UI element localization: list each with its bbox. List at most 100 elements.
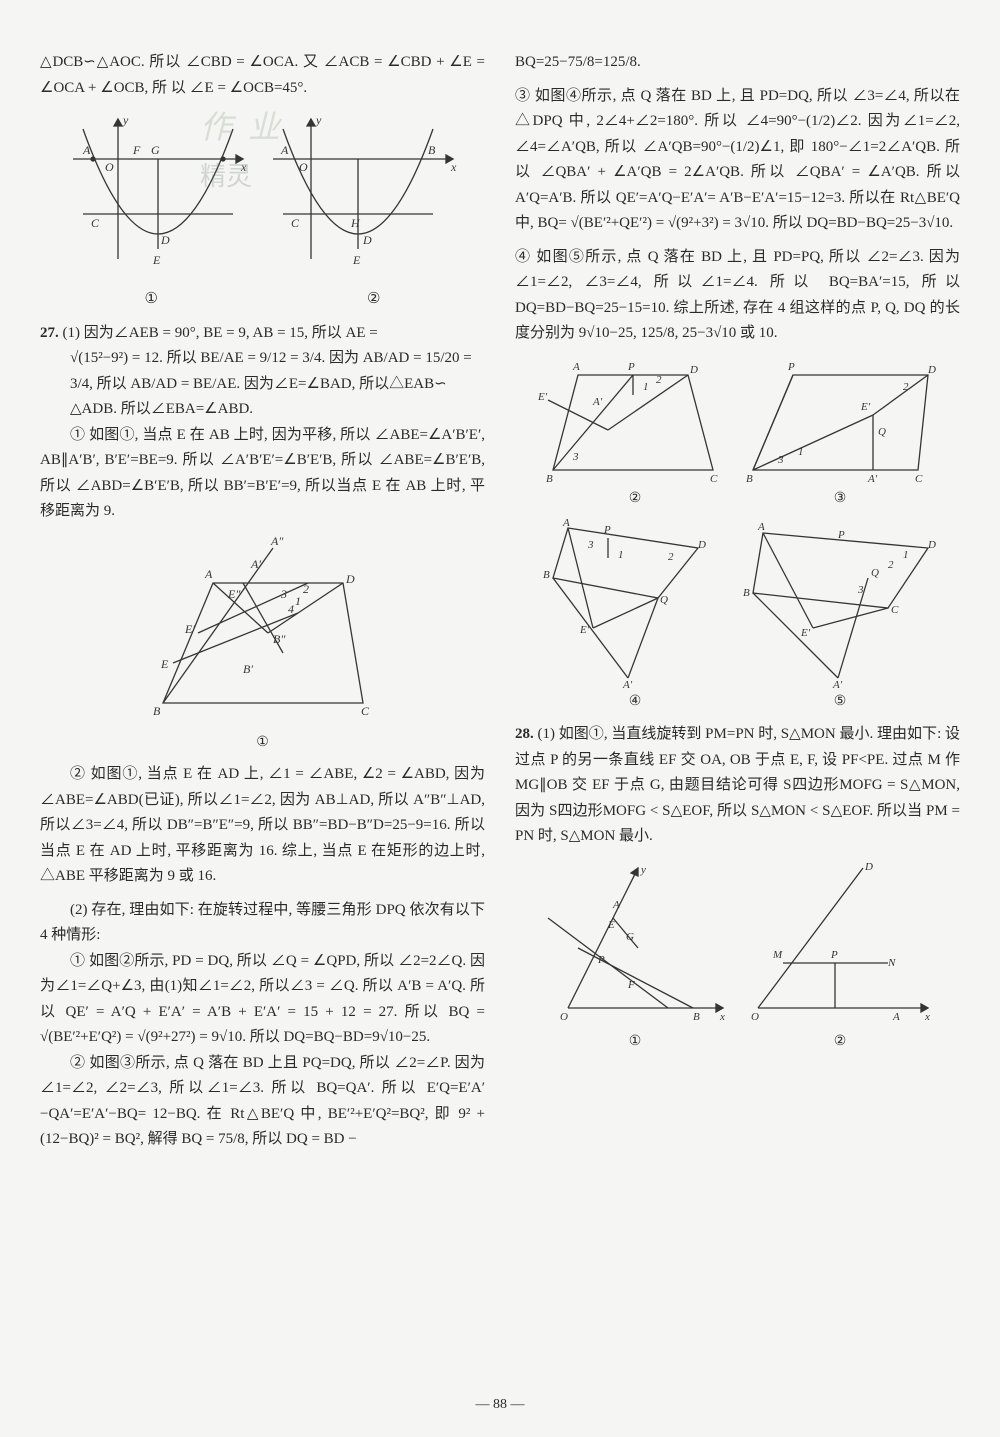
svg-text:E″: E″ xyxy=(227,587,241,601)
diagram-2: A P D A′ E′ B C 1 2 3 xyxy=(538,355,733,485)
svg-text:E′: E′ xyxy=(184,622,195,636)
label-G: G xyxy=(151,143,160,157)
label-H2: H xyxy=(350,216,361,230)
r2-text: ③ 如图④所示, 点 Q 落在 BD 上, 且 PD=DQ, 所以 ∠3=∠4,… xyxy=(515,84,960,237)
svg-text:D: D xyxy=(345,572,355,586)
svg-text:2: 2 xyxy=(668,551,674,563)
svg-text:E: E xyxy=(160,657,169,671)
svg-text:C: C xyxy=(915,473,923,485)
svg-text:2: 2 xyxy=(888,559,894,571)
svg-text:P: P xyxy=(627,361,635,373)
svg-text:A: A xyxy=(572,361,580,373)
q28: 28. (1) 如图①, 当直线旋转到 PM=PN 时, S△MON 最小. 理… xyxy=(515,722,960,850)
q28-num: 28. xyxy=(515,726,534,742)
q27-part1: 27. (1) 因为∠AEB = 90°, BE = 9, AB = 15, 所… xyxy=(40,321,485,525)
label-O: O xyxy=(105,160,114,174)
circle-mid: ① xyxy=(40,731,485,755)
diagram-grid-23: A P D A′ E′ B C 1 2 3 ② xyxy=(515,355,960,511)
svg-text:A: A xyxy=(612,899,620,911)
diagram-top-pair: y A O F G C D E x y A xyxy=(40,109,485,313)
svg-text:1: 1 xyxy=(798,446,804,458)
svg-text:B″: B″ xyxy=(273,632,286,646)
svg-text:A′: A′ xyxy=(867,473,878,485)
svg-text:B: B xyxy=(693,1011,700,1023)
circle-2: ② xyxy=(367,287,380,313)
svg-text:A′: A′ xyxy=(622,679,633,688)
svg-text:C: C xyxy=(891,604,899,616)
diagram-middle: A″ A′ A E″ D E′ B″ E B′ B C 1 2 3 4 ① xyxy=(40,533,485,755)
label-E2: E xyxy=(352,253,361,267)
svg-text:1: 1 xyxy=(618,549,624,561)
circ-d5: ⑤ xyxy=(743,690,938,714)
svg-text:B: B xyxy=(543,569,550,581)
parabola-diagram-pair: y A O F G C D E x y A xyxy=(63,109,463,279)
q27-num: 27. xyxy=(40,325,59,341)
svg-text:E: E xyxy=(607,919,615,931)
svg-text:B′: B′ xyxy=(243,662,253,676)
svg-text:E′: E′ xyxy=(800,627,811,639)
circle-1: ① xyxy=(145,287,158,313)
svg-text:Q: Q xyxy=(871,567,879,579)
svg-text:G: G xyxy=(626,931,634,943)
svg-text:1: 1 xyxy=(295,594,301,608)
svg-text:F: F xyxy=(627,979,635,991)
svg-text:P: P xyxy=(837,529,845,541)
q27-text-e: ① 如图①, 当点 E 在 AB 上时, 因为平移, 所以 ∠ABE=∠A′B′… xyxy=(40,423,485,525)
svg-text:B: B xyxy=(153,704,161,718)
svg-text:E′: E′ xyxy=(538,391,548,403)
label-C: C xyxy=(91,216,100,230)
svg-text:1: 1 xyxy=(643,381,649,393)
svg-text:3: 3 xyxy=(280,587,287,601)
diagram-bottom-pair: y A E G P F O B x ① xyxy=(515,858,960,1054)
svg-text:2: 2 xyxy=(303,582,309,596)
label-A: A xyxy=(82,143,91,157)
label-x2: x xyxy=(450,160,457,174)
label-x: x xyxy=(240,160,247,174)
svg-text:E′: E′ xyxy=(579,624,590,636)
label-E: E xyxy=(152,253,161,267)
circ-b2: ② xyxy=(743,1030,938,1054)
svg-text:2: 2 xyxy=(903,381,909,393)
q27-2c: ② 如图③所示, 点 Q 落在 BD 上且 PQ=DQ, 所以 ∠2=∠P. 因… xyxy=(40,1051,485,1153)
svg-text:x: x xyxy=(719,1011,725,1023)
q27-text-c: 3/4, 所以 AB/AD = BE/AE. 因为∠E=∠BAD, 所以△EAB… xyxy=(40,372,485,398)
svg-text:A: A xyxy=(757,521,765,533)
label-A2: A xyxy=(280,143,289,157)
svg-text:3: 3 xyxy=(777,454,784,466)
q27-text-b: √(15²−9²) = 12. 所以 BE/AE = 9/12 = 3/4. 因… xyxy=(40,346,485,372)
right-r3: ④ 如图⑤所示, 点 Q 落在 BD 上, 且 PD=PQ, 所以 ∠2=∠3.… xyxy=(515,245,960,347)
svg-text:C: C xyxy=(361,704,370,718)
diagram-grid-45: A P D E′ B A′ Q 1 2 3 ④ xyxy=(515,518,960,714)
label-D2: D xyxy=(362,233,372,247)
svg-text:2: 2 xyxy=(656,374,662,386)
r3-text: ④ 如图⑤所示, 点 Q 落在 BD 上, 且 PD=PQ, 所以 ∠2=∠3.… xyxy=(515,245,960,347)
circ-d2: ② xyxy=(538,487,733,511)
svg-text:Q: Q xyxy=(878,426,886,438)
diagram-5: A P D Q B C E′ A′ 1 2 3 xyxy=(743,518,938,688)
label-O2: O xyxy=(299,160,308,174)
svg-text:x: x xyxy=(924,1011,930,1023)
svg-text:O: O xyxy=(560,1011,568,1023)
svg-text:A: A xyxy=(892,1011,900,1023)
svg-text:D: D xyxy=(864,861,873,873)
right-r2: ③ 如图④所示, 点 Q 落在 BD 上, 且 PD=DQ, 所以 ∠3=∠4,… xyxy=(515,84,960,237)
label-D: D xyxy=(160,233,170,247)
svg-text:P: P xyxy=(603,524,611,536)
svg-text:1: 1 xyxy=(903,549,909,561)
diagram-b2: D M P N O A x xyxy=(743,858,938,1028)
diagram-b1: y A E G P F O B x xyxy=(538,858,733,1028)
q27-text-d: △ADB. 所以∠EBA=∠ABD. xyxy=(40,397,485,423)
q27-part1f: ② 如图①, 当点 E 在 AD 上, ∠1 = ∠ABE, ∠2 = ∠ABD… xyxy=(40,762,485,890)
svg-text:A′: A′ xyxy=(592,396,603,408)
intro-para: △DCB∽△AOC. 所以 ∠CBD = ∠OCA. 又 ∠ACB = ∠CBD… xyxy=(40,50,485,101)
svg-text:M: M xyxy=(772,949,783,961)
svg-text:A: A xyxy=(562,518,570,529)
svg-text:C: C xyxy=(710,473,718,485)
q27-text-a: (1) 因为∠AEB = 90°, BE = 9, AB = 15, 所以 AE… xyxy=(63,325,378,341)
svg-text:3: 3 xyxy=(587,539,594,551)
svg-text:E′: E′ xyxy=(860,401,871,413)
circ-b1: ① xyxy=(538,1030,733,1054)
svg-text:Q: Q xyxy=(660,594,668,606)
svg-text:P: P xyxy=(597,954,605,966)
svg-text:B: B xyxy=(746,473,753,485)
